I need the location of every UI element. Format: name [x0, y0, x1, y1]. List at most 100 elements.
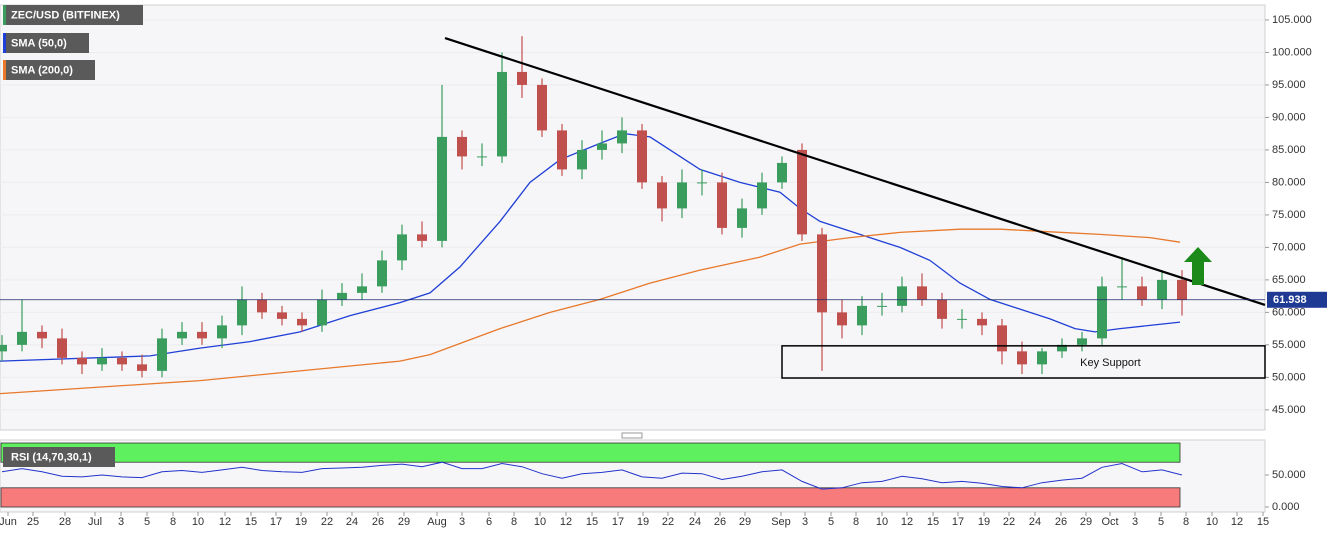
x-tick-label: 15: [586, 516, 598, 528]
candle-body: [917, 286, 927, 300]
x-tick-label: 5: [144, 516, 150, 528]
y-tick-label: 75.000: [1272, 209, 1306, 221]
legend-label: ZEC/USD (BITFINEX): [11, 9, 120, 21]
y-tick-label: 55.000: [1272, 339, 1306, 351]
candle-body: [297, 318, 307, 326]
x-tick-label: 10: [534, 516, 546, 528]
legend-box: [3, 60, 95, 80]
candle-body: [677, 182, 687, 209]
x-tick-label: 3: [1132, 516, 1138, 528]
candle-body: [997, 325, 1007, 352]
x-tick-label: 15: [927, 516, 939, 528]
x-tick-label: 29: [398, 516, 410, 528]
candle-body: [1057, 344, 1067, 352]
x-tick-label: 8: [1183, 516, 1189, 528]
x-tick-label: 29: [739, 516, 751, 528]
candle-body: [237, 299, 247, 326]
y-tick-label: 95.000: [1272, 79, 1306, 91]
x-tick-label: 24: [1029, 516, 1041, 528]
x-tick-label: 8: [853, 516, 859, 528]
candle-body: [117, 357, 127, 365]
x-tick-label: Sep: [771, 516, 791, 528]
x-tick-label: Jul: [88, 516, 102, 528]
legend-label: SMA (50,0): [11, 37, 67, 49]
legend-label: RSI (14,70,30,1): [11, 451, 92, 463]
candle-body: [437, 136, 447, 241]
candle-body: [497, 71, 507, 157]
legend-swatch: [3, 447, 6, 467]
x-tick-label: 26: [714, 516, 726, 528]
candle-body: [177, 331, 187, 339]
x-tick-label: 29: [1080, 516, 1092, 528]
x-tick-label: 3: [459, 516, 465, 528]
x-tick-label: 12: [560, 516, 572, 528]
candle-body: [717, 182, 727, 228]
last-price-label: 61.938: [1273, 294, 1307, 306]
y-tick-label: 0.000: [1272, 501, 1300, 513]
candle-body: [617, 130, 627, 144]
x-tick-label: 15: [1257, 516, 1269, 528]
x-tick-label: 8: [511, 516, 517, 528]
x-tick-label: 19: [295, 516, 307, 528]
legend-box: [3, 447, 115, 467]
candle-body: [277, 312, 287, 319]
x-tick-label: 12: [219, 516, 231, 528]
candle-body: [517, 71, 527, 85]
x-tick-label: Aug: [427, 516, 447, 528]
candle-body: [457, 136, 467, 157]
y-tick-label: 60.000: [1272, 306, 1306, 318]
y-tick-label: 70.000: [1272, 241, 1306, 253]
candle-body: [857, 305, 867, 326]
candle-body: [97, 357, 107, 365]
candle-body: [577, 149, 587, 170]
y-tick-label: 80.000: [1272, 176, 1306, 188]
rsi-band: [0, 487, 1181, 508]
x-tick-label: 22: [321, 516, 333, 528]
x-tick-label: 25: [27, 516, 39, 528]
legend-swatch: [3, 5, 6, 25]
y-tick-label: 85.000: [1272, 144, 1306, 156]
legend-swatch: [3, 60, 6, 80]
candle-body: [957, 318, 967, 320]
candle-body: [1017, 351, 1027, 365]
x-tick-label: 5: [828, 516, 834, 528]
candle-body: [377, 260, 387, 287]
candle-body: [897, 286, 907, 306]
y-tick-label: 50.000: [1272, 469, 1306, 481]
y-tick-label: 65.000: [1272, 274, 1306, 286]
candle-body: [1157, 279, 1167, 300]
candle-body: [537, 84, 547, 131]
x-tick-label: 12: [901, 516, 913, 528]
candle-body: [57, 338, 67, 358]
x-tick-label: 19: [978, 516, 990, 528]
y-tick-label: 105.000: [1272, 14, 1312, 26]
candle-body: [77, 357, 87, 365]
candle-body: [557, 130, 567, 170]
layers: 45.00050.00055.00060.00065.00070.00075.0…: [0, 5, 1327, 528]
legend-box: [3, 33, 89, 53]
candle-body: [597, 143, 607, 150]
y-tick-label: 100.000: [1272, 46, 1312, 58]
x-tick-label: 3: [802, 516, 808, 528]
x-tick-label: 17: [270, 516, 282, 528]
x-tick-label: 8: [170, 516, 176, 528]
candle-body: [17, 331, 27, 345]
x-tick-label: 22: [1003, 516, 1015, 528]
trendline: [444, 37, 1266, 306]
candle-body: [337, 292, 347, 300]
support-zone: [781, 345, 1266, 379]
y-tick-label: 50.000: [1272, 371, 1306, 383]
candle-body: [657, 182, 667, 209]
x-tick-label: 15: [245, 516, 257, 528]
candle-body: [777, 162, 787, 183]
x-tick-label: Oct: [1101, 516, 1118, 528]
candle-body: [1177, 279, 1187, 300]
x-tick-label: Jun: [0, 516, 17, 528]
x-tick-label: 26: [372, 516, 384, 528]
y-tick-label: 45.000: [1272, 404, 1306, 416]
last-price-tag: [1267, 291, 1327, 308]
rsi-band: [0, 442, 1181, 463]
candle-body: [197, 331, 207, 339]
x-tick-label: 19: [637, 516, 649, 528]
candle-body: [357, 286, 367, 293]
